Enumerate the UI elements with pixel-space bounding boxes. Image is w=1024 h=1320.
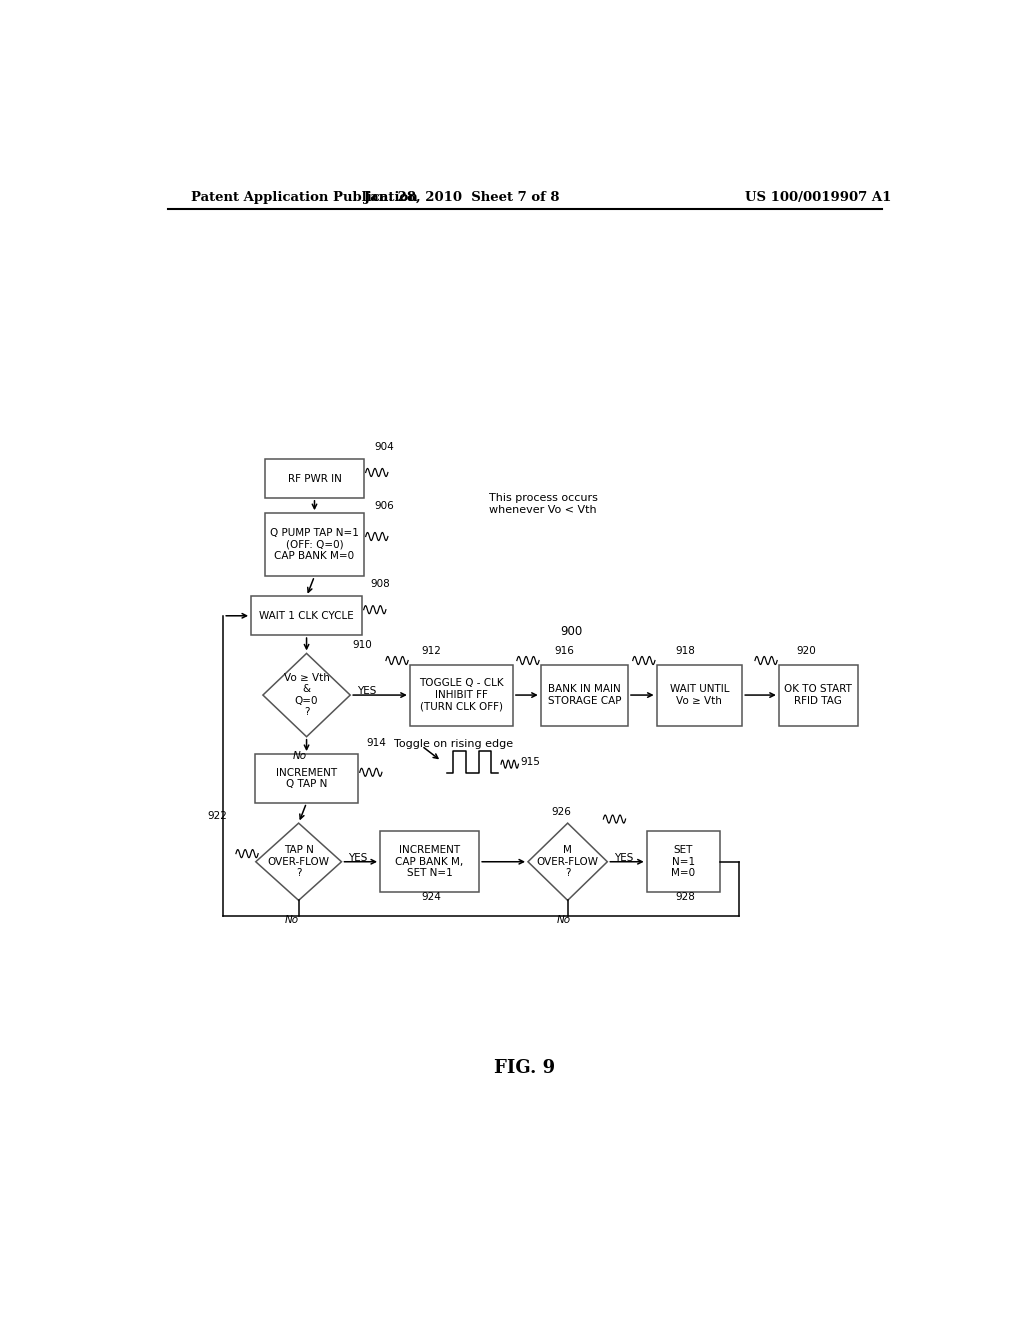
Text: M
OVER-FLOW
?: M OVER-FLOW ? bbox=[537, 845, 599, 878]
Text: 915: 915 bbox=[521, 758, 541, 767]
Bar bbox=[265, 459, 365, 498]
Bar bbox=[656, 664, 742, 726]
Text: 928: 928 bbox=[676, 892, 695, 903]
Text: TAP N
OVER-FLOW
?: TAP N OVER-FLOW ? bbox=[267, 845, 330, 878]
Bar bbox=[541, 664, 628, 726]
Bar bbox=[646, 832, 721, 892]
Text: FIG. 9: FIG. 9 bbox=[495, 1059, 555, 1077]
Text: INCREMENT
Q TAP N: INCREMENT Q TAP N bbox=[276, 768, 337, 789]
Text: YES: YES bbox=[348, 853, 368, 863]
Text: 904: 904 bbox=[374, 442, 394, 453]
Text: RF PWR IN: RF PWR IN bbox=[288, 474, 341, 483]
Text: 924: 924 bbox=[422, 892, 441, 903]
Text: WAIT UNTIL
Vo ≥ Vth: WAIT UNTIL Vo ≥ Vth bbox=[670, 684, 729, 706]
Text: This process occurs
whenever Vo < Vth: This process occurs whenever Vo < Vth bbox=[489, 494, 598, 515]
Text: No: No bbox=[293, 751, 307, 760]
Text: 926: 926 bbox=[552, 807, 571, 817]
Text: YES: YES bbox=[356, 686, 376, 696]
Text: 918: 918 bbox=[676, 647, 695, 656]
Bar bbox=[380, 832, 479, 892]
Text: No: No bbox=[557, 915, 570, 924]
Text: 916: 916 bbox=[554, 647, 574, 656]
Text: 912: 912 bbox=[422, 647, 441, 656]
Bar bbox=[251, 597, 362, 635]
Text: YES: YES bbox=[613, 853, 633, 863]
Text: 922: 922 bbox=[207, 810, 227, 821]
Text: 900: 900 bbox=[560, 624, 583, 638]
Text: 920: 920 bbox=[797, 647, 816, 656]
Text: BANK IN MAIN
STORAGE CAP: BANK IN MAIN STORAGE CAP bbox=[548, 684, 622, 706]
Bar bbox=[265, 513, 365, 576]
Bar bbox=[778, 664, 858, 726]
Text: INCREMENT
CAP BANK M,
SET N=1: INCREMENT CAP BANK M, SET N=1 bbox=[395, 845, 464, 878]
Text: Toggle on rising edge: Toggle on rising edge bbox=[394, 739, 513, 748]
Text: SET
N=1
M=0: SET N=1 M=0 bbox=[672, 845, 695, 878]
Text: Patent Application Publication: Patent Application Publication bbox=[191, 190, 418, 203]
Bar bbox=[255, 754, 358, 803]
Polygon shape bbox=[263, 653, 350, 737]
Text: Q PUMP TAP N=1
(OFF: Q=0)
CAP BANK M=0: Q PUMP TAP N=1 (OFF: Q=0) CAP BANK M=0 bbox=[270, 528, 359, 561]
Text: Jan. 28, 2010  Sheet 7 of 8: Jan. 28, 2010 Sheet 7 of 8 bbox=[364, 190, 559, 203]
Text: 908: 908 bbox=[370, 579, 390, 589]
Text: OK TO START
RFID TAG: OK TO START RFID TAG bbox=[784, 684, 852, 706]
Text: 906: 906 bbox=[374, 502, 394, 511]
Text: 914: 914 bbox=[367, 738, 386, 748]
Text: US 100/0019907 A1: US 100/0019907 A1 bbox=[745, 190, 892, 203]
Text: Vo ≥ Vth
&
Q=0
?: Vo ≥ Vth & Q=0 ? bbox=[284, 673, 330, 718]
Text: 910: 910 bbox=[352, 640, 373, 651]
Bar bbox=[410, 664, 513, 726]
Polygon shape bbox=[256, 824, 341, 900]
Polygon shape bbox=[528, 824, 607, 900]
Text: No: No bbox=[286, 915, 299, 924]
Text: WAIT 1 CLK CYCLE: WAIT 1 CLK CYCLE bbox=[259, 611, 354, 620]
Text: TOGGLE Q - CLK
INHIBIT FF
(TURN CLK OFF): TOGGLE Q - CLK INHIBIT FF (TURN CLK OFF) bbox=[419, 678, 504, 711]
